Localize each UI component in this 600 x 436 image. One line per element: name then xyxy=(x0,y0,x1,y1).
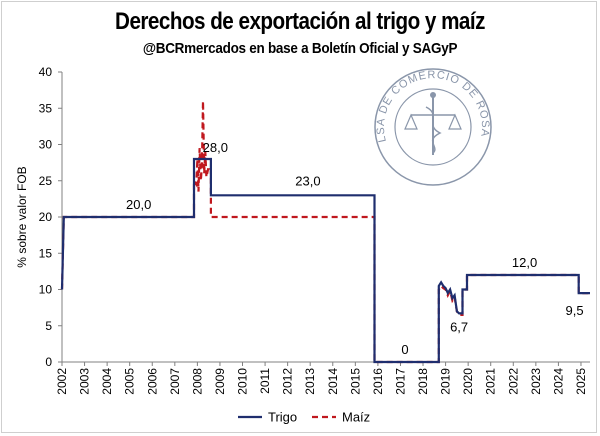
y-tick-label: 30 xyxy=(39,138,53,152)
y-tick-label: 5 xyxy=(45,319,52,333)
x-tick-label: 2005 xyxy=(123,368,137,395)
x-tick-label: 2004 xyxy=(100,368,114,395)
x-tick-label: 2023 xyxy=(529,368,543,395)
x-tick-label: 2019 xyxy=(439,368,453,395)
seal-scale-right xyxy=(448,113,462,130)
x-tick-label: 2011 xyxy=(258,368,272,394)
x-tick-label: 2022 xyxy=(506,368,520,395)
bcr-seal-watermark: BOLSA DE COMERCIO DE ROSARIO xyxy=(0,0,492,186)
seal-outer-ring xyxy=(374,68,492,186)
x-tick-label: 2003 xyxy=(78,368,92,395)
x-tick-label: 2018 xyxy=(416,368,430,395)
y-tick-label: 20 xyxy=(39,210,53,224)
y-tick-label: 40 xyxy=(39,65,53,79)
x-tick-label: 2014 xyxy=(326,368,340,395)
legend-label-trigo: Trigo xyxy=(268,410,297,425)
x-tick-label: 2025 xyxy=(574,368,588,395)
seal-inner-ring xyxy=(394,88,472,166)
seal-staff-top xyxy=(430,92,436,98)
data-label: 0 xyxy=(401,342,408,357)
y-tick-label: 0 xyxy=(45,355,52,369)
x-tick-label: 2008 xyxy=(190,368,204,395)
y-tick-label: 35 xyxy=(39,101,53,115)
y-tick-label: 10 xyxy=(39,283,53,297)
x-tick-label: 2017 xyxy=(393,368,407,395)
x-tick-label: 2009 xyxy=(213,368,227,395)
x-tick-label: 2024 xyxy=(551,368,565,395)
x-tick-label: 2021 xyxy=(484,368,498,395)
y-axis-title: % sobre valor FOB xyxy=(15,166,29,267)
seal-snake xyxy=(425,106,442,154)
chart-data-labels: 20,0 28,0 23,0 0 6,7 12,0 9,5 xyxy=(126,140,584,357)
x-tick-label: 2015 xyxy=(348,368,362,395)
chart-legend: Trigo Maíz xyxy=(238,410,370,425)
legend-label-maíz: Maíz xyxy=(342,410,370,425)
data-label: 6,7 xyxy=(450,319,468,334)
x-tick-label: 2006 xyxy=(145,368,159,395)
x-tick-label: 2013 xyxy=(303,368,317,395)
data-label: 9,5 xyxy=(566,303,584,318)
data-label: 20,0 xyxy=(126,197,151,212)
x-tick-label: 2020 xyxy=(461,368,475,395)
chart-series xyxy=(60,100,590,364)
y-tick-label: 25 xyxy=(39,174,53,188)
series-line-trigo xyxy=(60,157,590,364)
y-tick-label: 15 xyxy=(39,246,53,260)
x-tick-label: 2016 xyxy=(371,368,385,395)
chart-subtitle: @BCRmercados en base a Boletín Oficial y… xyxy=(142,40,458,57)
seal-scale-left xyxy=(404,113,418,130)
x-tick-label: 2010 xyxy=(236,368,250,395)
series-line-maíz xyxy=(60,100,590,364)
x-tick-label: 2012 xyxy=(281,368,295,395)
x-tick-label: 2002 xyxy=(55,368,69,395)
data-label: 12,0 xyxy=(512,255,537,270)
x-tick-label: 2007 xyxy=(168,368,182,395)
data-label: 28,0 xyxy=(203,140,228,155)
chart-title: Derechos de exportación al trigo y maíz xyxy=(115,8,485,35)
data-label: 23,0 xyxy=(295,173,320,188)
